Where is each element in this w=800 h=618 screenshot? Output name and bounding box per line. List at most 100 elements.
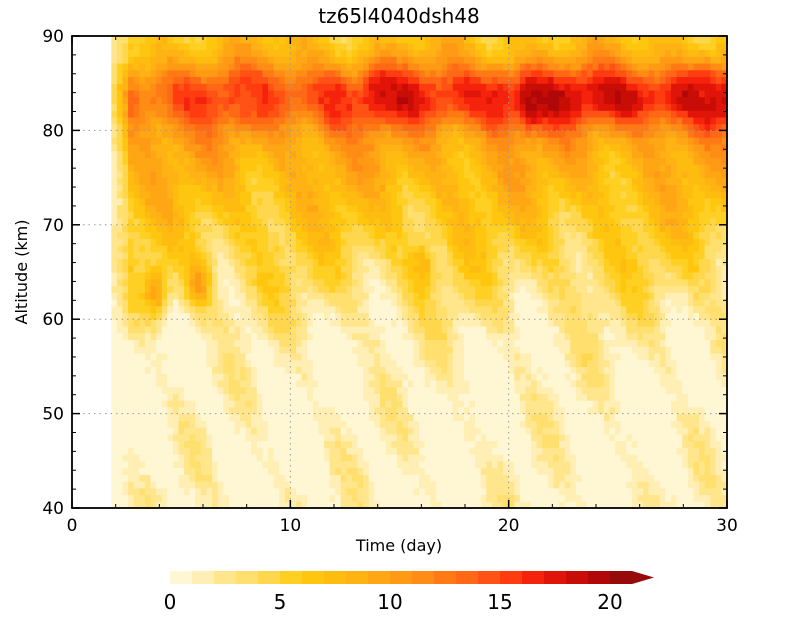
- heat-cell: [324, 487, 331, 496]
- heat-cell: [469, 393, 476, 401]
- heat-cell: [116, 346, 124, 354]
- heat-cell: [407, 184, 415, 192]
- heat-cell: [167, 130, 174, 138]
- heat-cell: [195, 467, 202, 475]
- heat-cell: [172, 400, 180, 408]
- heat-cell: [486, 116, 493, 125]
- heat-cell: [318, 170, 325, 179]
- heat-cell: [178, 123, 185, 131]
- heat-cell: [346, 460, 353, 469]
- heat-cell: [385, 379, 392, 388]
- heat-cell: [156, 393, 163, 401]
- heat-cell: [379, 373, 387, 381]
- heat-cell: [503, 76, 510, 84]
- heat-cell: [122, 481, 129, 489]
- heat-cell: [195, 143, 202, 152]
- heat-cell: [200, 96, 208, 105]
- heat-cell: [284, 69, 292, 78]
- heat-cell: [441, 191, 448, 199]
- heat-cell: [424, 164, 431, 172]
- heat-cell: [262, 433, 269, 442]
- heat-cell: [223, 265, 230, 273]
- heat-cell: [133, 36, 140, 44]
- heat-cell: [391, 245, 398, 253]
- heat-cell: [335, 110, 342, 118]
- heat-cell: [256, 238, 264, 246]
- heat-cell: [368, 224, 375, 233]
- heat-cell: [491, 481, 499, 489]
- heat-cell: [463, 292, 471, 300]
- heat-cell: [351, 42, 359, 51]
- heat-cell: [189, 481, 196, 489]
- heat-cell: [430, 211, 437, 219]
- heat-cell: [284, 170, 292, 179]
- heat-cell: [150, 339, 157, 347]
- heat-cell: [413, 123, 420, 131]
- heat-cell: [419, 386, 426, 394]
- heat-cell: [491, 83, 499, 91]
- heat-cell: [413, 400, 420, 408]
- heat-cell: [128, 150, 135, 158]
- heat-cell: [435, 319, 443, 327]
- heat-cell: [234, 69, 241, 78]
- heat-cell: [435, 110, 443, 118]
- heat-cell: [161, 420, 168, 428]
- heat-cell: [217, 123, 224, 131]
- heat-cell: [167, 224, 174, 233]
- heat-cell: [178, 454, 185, 462]
- heat-cell: [374, 379, 381, 388]
- heat-cell: [240, 298, 247, 307]
- heat-cell: [184, 278, 191, 287]
- heat-cell: [245, 440, 252, 448]
- heat-cell: [391, 76, 398, 84]
- heat-cell: [357, 386, 364, 394]
- heat-cell: [301, 400, 308, 408]
- heat-cell: [234, 49, 241, 57]
- heat-cell: [368, 231, 375, 239]
- heat-cell: [139, 150, 146, 158]
- heat-cell: [167, 143, 174, 152]
- heat-cell: [413, 177, 420, 185]
- heat-cell: [245, 238, 252, 246]
- heat-cell: [273, 56, 280, 64]
- heat-cell: [206, 150, 213, 158]
- heat-cell: [111, 352, 118, 361]
- heat-cell: [200, 373, 208, 381]
- heat-cell: [144, 83, 152, 91]
- heat-cell: [240, 164, 247, 172]
- heat-cell: [167, 332, 174, 341]
- heat-cell: [419, 218, 426, 226]
- heat-cell: [284, 366, 292, 374]
- heat-cell: [189, 433, 196, 442]
- heat-cell: [391, 197, 398, 206]
- heat-cell: [475, 359, 482, 367]
- heat-cell: [189, 272, 196, 280]
- heat-cell: [122, 285, 129, 293]
- heat-cell: [363, 298, 370, 307]
- heat-cell: [452, 184, 459, 192]
- heat-cell: [262, 137, 269, 145]
- heat-cell: [133, 110, 140, 118]
- heat-cell: [318, 346, 325, 354]
- heat-cell: [284, 265, 292, 273]
- heat-cell: [189, 177, 196, 185]
- heat-cell: [329, 467, 336, 475]
- heat-cell: [122, 319, 129, 327]
- heat-cell: [290, 474, 297, 482]
- heat-cell: [486, 346, 493, 354]
- heat-cell: [458, 339, 465, 347]
- heat-cell: [200, 400, 208, 408]
- heat-cell: [240, 272, 247, 280]
- heat-cell: [396, 56, 403, 64]
- heat-cell: [312, 379, 319, 388]
- heat-cell: [189, 366, 196, 374]
- heat-cell: [441, 325, 448, 334]
- heat-cell: [441, 359, 448, 367]
- heat-cell: [150, 467, 157, 475]
- heat-cell: [413, 427, 420, 435]
- heat-cell: [144, 433, 152, 442]
- heat-cell: [447, 89, 454, 98]
- heat-cell: [217, 204, 224, 212]
- heat-cell: [430, 298, 437, 307]
- heat-cell: [268, 164, 275, 172]
